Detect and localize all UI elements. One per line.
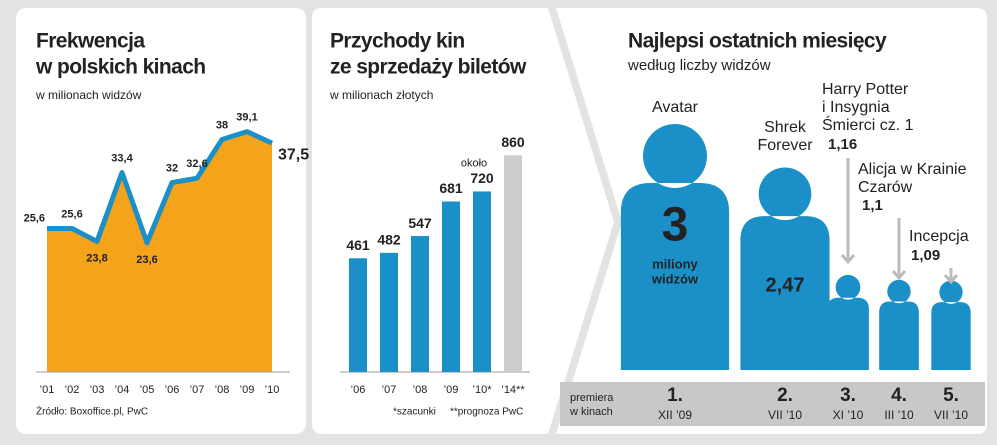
x-tick-label: ’07: [190, 384, 205, 396]
premiere-date: VII ’10: [768, 408, 802, 422]
x-tick-label: ’05: [140, 384, 155, 396]
chart-title: w polskich kinach: [35, 56, 206, 79]
film-name: Incepcja: [909, 228, 969, 245]
figure: [827, 274, 869, 370]
data-label: 33,4: [111, 152, 133, 164]
chart-title: ze sprzedaży biletów: [330, 56, 527, 79]
bar: [504, 155, 522, 372]
arrow-head: [891, 270, 907, 281]
footnote: **prognoza PwC: [450, 407, 523, 418]
rank: 5.: [943, 385, 959, 406]
arrow-head: [943, 274, 959, 285]
bar: [473, 191, 491, 372]
x-tick-label: ’08: [215, 384, 230, 396]
data-label: 39,1: [236, 112, 257, 124]
data-label: 3: [662, 199, 689, 252]
film-name: Harry Potter: [822, 81, 909, 98]
chart-title: Najlepsi ostatnich miesięcy: [628, 30, 887, 53]
data-label: 1,16: [828, 136, 857, 153]
unit-label: widzów: [651, 271, 699, 286]
x-tick-label: ’09: [240, 384, 255, 396]
x-tick-label: ’04: [115, 384, 130, 396]
area: [47, 131, 272, 372]
bar: [380, 252, 398, 372]
data-label: 37,5: [278, 146, 309, 163]
x-tick-label: ’09: [444, 384, 459, 396]
footer-label: premiera: [570, 392, 614, 404]
chart-title: Frekwencja: [36, 30, 145, 53]
premiere-date: XI ’10: [833, 408, 864, 422]
bar: [411, 236, 429, 372]
rank: 2.: [777, 385, 793, 406]
x-tick-label: ’06: [351, 384, 366, 396]
figure: [879, 279, 919, 370]
film-name: Shrek: [764, 119, 807, 136]
chart-subtitle: w milionach widzów: [35, 88, 142, 102]
chart-title: Przychody kin: [330, 30, 465, 53]
x-tick-label: ’02: [65, 384, 80, 396]
footer-band: [560, 382, 985, 426]
x-tick-label: ’03: [90, 384, 105, 396]
chart-subtitle: według liczby widzów: [627, 57, 771, 74]
rank: 3.: [840, 385, 856, 406]
arrow-head: [840, 254, 856, 265]
bar: [349, 258, 367, 372]
data-label: 1,09: [911, 247, 940, 264]
film-name: Forever: [757, 137, 813, 154]
x-tick-label: ’06: [165, 384, 180, 396]
figure: [740, 167, 830, 370]
x-tick-label: ’08: [413, 384, 428, 396]
x-tick-label: ’14**: [501, 384, 525, 396]
data-label: 23,8: [86, 252, 107, 264]
x-tick-label: ’07: [382, 384, 397, 396]
data-label: 681: [439, 180, 463, 196]
data-label: 547: [408, 215, 432, 231]
film-name: Alicja w Krainie: [858, 161, 967, 178]
rank: 4.: [891, 385, 907, 406]
figure: [620, 123, 730, 371]
data-label: 32: [166, 162, 178, 174]
x-tick-label: ’10*: [473, 384, 493, 396]
data-label: 860: [501, 134, 525, 150]
film-name: Śmierci cz. 1: [822, 115, 914, 134]
premiere-date: VII ’10: [934, 408, 968, 422]
rank: 1.: [667, 385, 683, 406]
data-label: 25,6: [24, 212, 45, 224]
data-label: 461: [346, 237, 370, 253]
line: [47, 129, 274, 246]
figure: [931, 280, 971, 370]
data-label: 23,6: [136, 254, 157, 266]
chart-subtitle: w milionach złotych: [329, 88, 433, 102]
data-label: 25,6: [61, 208, 82, 220]
film-name: Czarów: [858, 179, 913, 196]
premiere-date: XII ’09: [658, 408, 692, 422]
footnote: *szacunki: [393, 407, 436, 418]
unit-label: miliony: [652, 256, 698, 271]
annotation: około: [461, 157, 487, 169]
data-label: 720: [470, 170, 494, 186]
film-name: Avatar: [652, 99, 699, 116]
data-label: 32,6: [186, 158, 207, 170]
bar: [442, 201, 460, 372]
data-label: 1,1: [862, 197, 883, 214]
data-label: 38: [216, 119, 228, 131]
premiere-date: III ’10: [884, 408, 914, 422]
film-name: i Insygnia: [822, 99, 890, 116]
footer-label: w kinach: [569, 406, 613, 418]
x-tick-label: ’01: [40, 384, 55, 396]
source: Źródło: Boxoffice.pl, PwC: [36, 405, 148, 418]
x-tick-label: ’10: [265, 384, 280, 396]
data-label: 2,47: [766, 274, 805, 296]
data-label: 482: [377, 232, 401, 248]
